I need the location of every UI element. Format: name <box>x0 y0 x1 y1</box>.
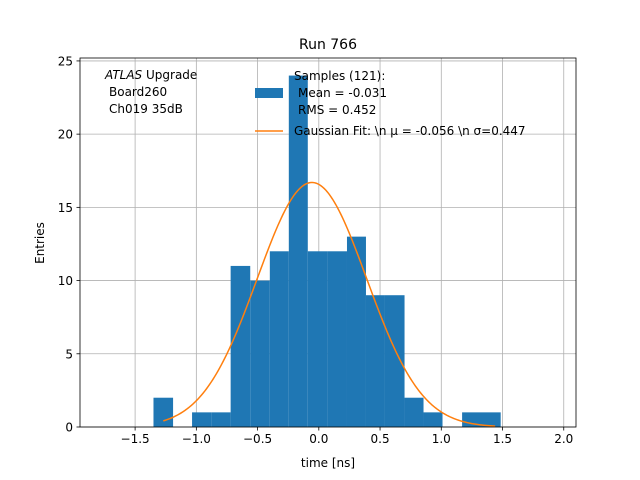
chart-title: Run 766 <box>299 37 357 53</box>
x-tick-label: 1.0 <box>432 432 451 446</box>
legend-samples-line-2: Mean = -0.031 <box>298 86 387 100</box>
x-tick-label: −0.5 <box>243 432 272 446</box>
x-tick-label: −1.0 <box>182 432 211 446</box>
y-axis-label: Entries <box>33 222 47 264</box>
legend-samples-line-1: Samples (121): <box>294 69 385 83</box>
x-tick-label: 2.0 <box>554 432 573 446</box>
histogram-bar <box>192 412 212 427</box>
annotation-line-1: ATLAS Upgrade <box>104 68 197 82</box>
gaussian-fit-curve <box>163 181 496 427</box>
annotation-upgrade: Upgrade <box>142 68 197 82</box>
annotation-text: ATLAS Upgrade Board260 Ch019 35dB <box>104 68 197 116</box>
legend-samples-line-3: RMS = 0.452 <box>298 103 376 117</box>
gaussian-fit-layer <box>163 181 496 427</box>
legend-fit-label: Gaussian Fit: \n μ = -0.056 \n σ=0.447 <box>294 124 526 138</box>
histogram-bar <box>211 412 231 427</box>
histogram-bar <box>404 397 424 427</box>
histogram-bar <box>346 236 366 427</box>
annotation-atlas: ATLAS <box>104 68 143 82</box>
x-tick-label: 0.5 <box>371 432 390 446</box>
annotation-line-2: Board260 <box>109 85 167 99</box>
histogram-bar <box>153 397 174 427</box>
y-tick-label: 5 <box>65 347 73 361</box>
annotation-line-3: Ch019 35dB <box>109 102 183 116</box>
plot-area-frame <box>79 57 577 428</box>
histogram-bar <box>327 251 347 427</box>
y-tick-label: 0 <box>65 421 73 435</box>
histogram-bar <box>269 251 289 427</box>
histogram-bar <box>384 295 405 427</box>
histogram-bar <box>307 251 328 427</box>
y-tick-label: 20 <box>58 128 73 142</box>
histogram-bar <box>250 280 270 427</box>
histogram-bar <box>423 412 443 427</box>
histogram-bar <box>230 265 251 427</box>
x-tick-label: 1.5 <box>493 432 512 446</box>
x-axis-label: time [ns] <box>301 456 355 470</box>
histogram-bars <box>153 75 501 428</box>
legend: Samples (121): Mean = -0.031 RMS = 0.452… <box>255 69 526 138</box>
histogram-bar <box>288 75 308 428</box>
axis-ticks: −1.5 −1.0 −0.5 0.0 0.5 1.0 1.5 2.0 0 5 10 15 20 25 <box>58 54 574 446</box>
x-tick-label: 0.0 <box>309 432 328 446</box>
y-tick-label: 10 <box>58 274 73 288</box>
y-tick-label: 15 <box>58 201 73 215</box>
histogram-bar <box>365 295 385 427</box>
y-tick-label: 25 <box>58 54 73 68</box>
legend-samples-swatch <box>255 88 283 98</box>
x-tick-label: −1.5 <box>121 432 150 446</box>
